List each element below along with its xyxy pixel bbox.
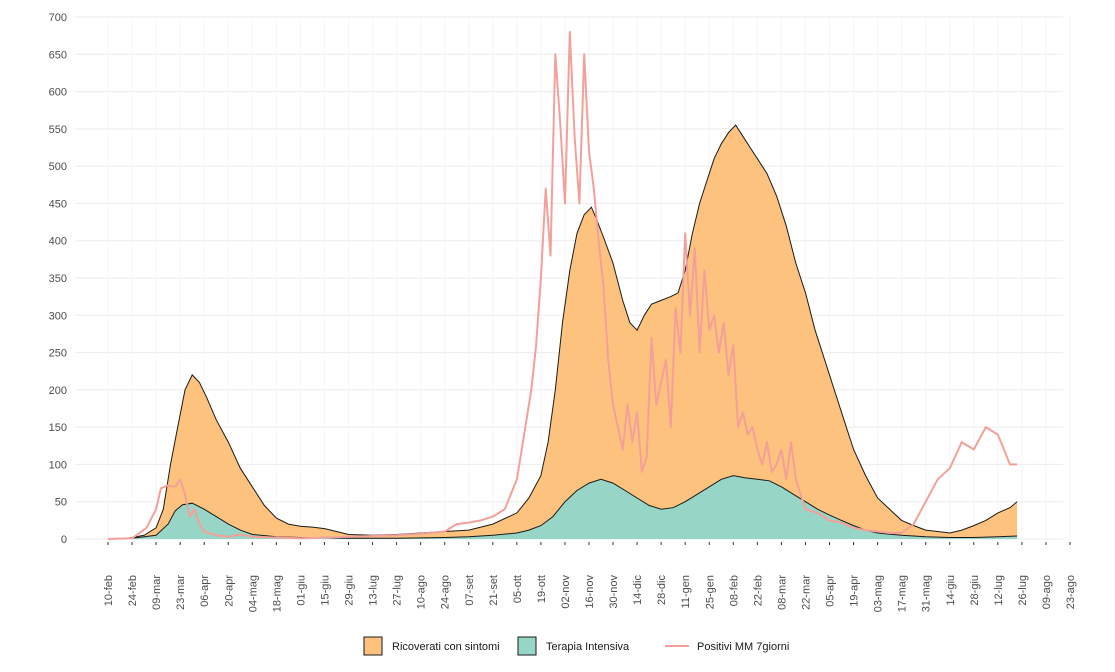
y-tick-label: 550 [49,124,67,136]
x-tick-label: 14-giu [945,575,957,606]
x-tick-label: 09-ago [1041,575,1053,609]
x-tick-label: 19-apr [849,575,861,607]
x-tick-label: 23-ago [1065,575,1077,609]
x-tick-label: 18-mag [271,575,283,612]
x-tick-label: 21-set [488,575,500,606]
y-tick-label: 50 [55,497,67,509]
y-tick-label: 500 [49,161,67,173]
x-tick-label: 09-mar [151,575,163,610]
y-tick-label: 200 [49,385,67,397]
x-tick-label: 28-dic [656,575,668,605]
y-tick-label: 250 [49,348,67,360]
x-tick-label: 29-giu [344,575,356,606]
y-tick-label: 450 [49,198,67,210]
legend-swatch [363,636,383,656]
x-tick-label: 20-apr [223,575,235,607]
x-tick-label: 22-feb [752,575,764,606]
line-2 [107,30,1018,540]
legend-label: Terapia Intensiva [546,641,630,653]
x-tick-label: 30-nov [608,575,620,609]
x-tick-label: 25-gen [704,575,716,609]
lines [107,30,1018,540]
y-axis: 0 50 100 150 200 250 300 350 400 450 500 550 600 650 7… [49,12,67,546]
x-tick-label: 01-giu [295,575,307,606]
x-tick-label: 26-lug [1017,575,1029,606]
x-tick-label: 12-lug [993,575,1005,606]
x-tick-label: 22-mar [800,575,812,610]
x-tick-label: 02-nov [560,575,572,609]
x-tick-label: 06-apr [199,575,211,607]
x-tick-label: 24-ago [440,575,452,609]
x-tick-label: 04-mag [247,575,259,612]
legend-swatch [517,636,537,656]
y-tick-label: 350 [49,273,67,285]
x-tick-label: 17-mag [897,575,909,612]
y-tick-label: 400 [49,236,67,248]
y-tick-label: 650 [49,49,67,61]
area-0 [108,125,1018,539]
x-tick-label: 05-ott [512,575,524,603]
x-axis: 10-feb 24-feb 09-mar 23-mar 06-apr 20-apr 04-m… [103,542,1077,612]
x-tick-label: 28-giu [969,575,981,606]
area-outline-1 [107,475,1018,540]
legend-label: Positivi MM 7giorni [697,641,789,653]
x-tick-label: 10-feb [103,575,115,606]
x-tick-label: 08-mar [776,575,788,610]
x-tick-label: 23-mar [175,575,187,610]
x-tick-label: 24-feb [127,575,139,606]
x-tick-label: 08-feb [728,575,740,606]
y-tick-label: 700 [49,12,67,24]
y-tick-label: 100 [49,459,67,471]
legend-label: Ricoverati con sintomi [392,641,500,653]
x-tick-label: 13-lug [368,575,380,606]
y-tick-label: 300 [49,310,67,322]
x-tick-label: 14-dic [632,575,644,605]
legend: Ricoverati con sintomi Terapia Intensiva P… [363,636,789,656]
x-tick-label: 10-ago [416,575,428,609]
x-tick-label: 03-mag [873,575,885,612]
x-tick-label: 11-gen [680,575,692,608]
area-outline-0 [108,124,1018,540]
y-tick-label: 600 [49,87,67,99]
y-tick-label: 0 [61,534,67,546]
areas [107,124,1018,540]
x-tick-label: 31-mag [921,575,933,612]
x-tick-label: 16-nov [584,575,596,609]
x-tick-label: 27-lug [392,575,404,606]
area-1 [108,475,1018,539]
x-tick-label: 19-ott [536,575,548,603]
x-tick-label: 05-apr [825,575,837,607]
x-tick-label: 15-giu [319,575,331,606]
x-tick-label: 07-set [464,575,476,606]
y-tick-label: 150 [49,422,67,434]
